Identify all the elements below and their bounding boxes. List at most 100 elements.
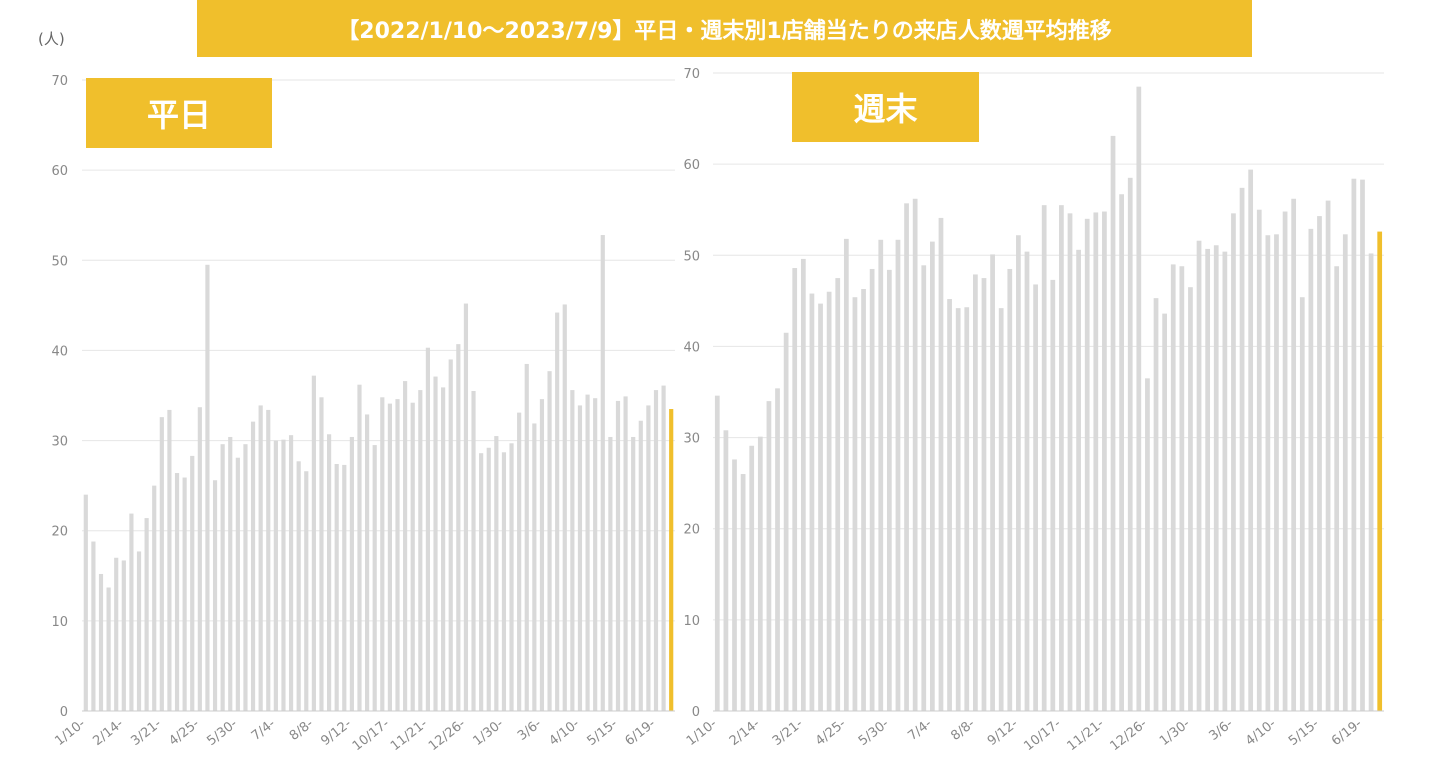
bar [281, 439, 286, 711]
bar [1274, 234, 1279, 711]
bar [1342, 234, 1348, 711]
x-tick-label: 3/21- [128, 716, 164, 749]
bar [1127, 177, 1133, 712]
weekday-chart: 0 10 20 30 40 50 60 70 1/10- 2/14- 3/21- 4/25- 5/30-… [51, 74, 675, 754]
bar [800, 258, 806, 711]
bar [517, 412, 522, 711]
x-tick-label: 5/30- [856, 716, 892, 749]
bar [334, 464, 339, 711]
weekend-chart: 0 10 20 30 40 50 60 70 1/10- 2/14- 3/21- 4/25- 5/30-… [683, 67, 1384, 754]
bar [1145, 378, 1150, 711]
bar [1041, 205, 1047, 711]
x-tick-label: 9/12- [318, 716, 354, 749]
bar [1360, 179, 1365, 711]
x-tick-label: 1/30- [470, 716, 506, 749]
bar [593, 398, 598, 711]
bar [319, 397, 324, 711]
bar [1213, 245, 1219, 711]
x-tick-label: 1/10- [52, 716, 88, 749]
bar-latest [669, 409, 674, 711]
y-axis-unit-label: (人) [38, 30, 65, 48]
bar [1248, 169, 1254, 711]
bar [792, 268, 798, 711]
weekend-panel-label: 週末 [792, 72, 979, 142]
weekday-panel-label: 平日 [86, 78, 272, 148]
y-tick-label: 10 [51, 615, 68, 630]
bar [387, 403, 392, 711]
bar [1084, 218, 1090, 712]
bar [1265, 235, 1271, 711]
bar [757, 436, 763, 711]
bar [403, 381, 408, 711]
x-tick-label: 4/25- [813, 716, 849, 749]
bar [843, 238, 849, 711]
bar [1351, 178, 1357, 711]
bar [1291, 198, 1297, 711]
y-tick-label: 70 [51, 74, 68, 89]
bar [895, 239, 901, 711]
x-tick-label: 1/30- [1157, 716, 1193, 749]
bar [600, 235, 605, 711]
x-tick-label: 5/15- [585, 716, 621, 749]
bar [174, 473, 180, 711]
bar [577, 405, 583, 711]
bar [1282, 211, 1288, 711]
x-tick-label: 6/19- [1329, 716, 1365, 749]
bar [456, 344, 461, 711]
bar [494, 436, 499, 711]
bar [152, 485, 157, 711]
bar [136, 551, 142, 711]
x-tick-label: 10/17- [1021, 716, 1064, 754]
bar [861, 289, 866, 711]
bar [235, 457, 240, 711]
bar [182, 477, 187, 711]
bar [1170, 264, 1176, 711]
x-tick-label: 3/21- [770, 716, 806, 749]
bar [159, 417, 164, 711]
bar [904, 203, 909, 711]
bar [723, 430, 729, 711]
bar [311, 375, 316, 711]
x-tick-label: 8/8- [948, 716, 978, 744]
y-tick-label: 30 [683, 432, 700, 447]
bar [410, 402, 415, 711]
x-tick-label: 4/10- [546, 716, 582, 749]
bar [486, 447, 491, 711]
bar [357, 384, 362, 711]
chart-title-banner: 【2022/1/10～2023/7/9】平日・週末別1店舗当たりの来店人数週平均… [197, 0, 1252, 57]
bar [83, 494, 88, 711]
bar [783, 332, 789, 711]
bar [1317, 216, 1322, 711]
bar [562, 304, 567, 711]
bar [835, 278, 841, 711]
bar [266, 409, 271, 711]
bar [539, 399, 545, 711]
bar [1299, 297, 1305, 711]
x-tick-label: 5/30- [204, 716, 240, 749]
x-tick-label: 4/10- [1243, 716, 1279, 749]
bar [653, 390, 659, 711]
bar [288, 435, 294, 711]
bar [471, 390, 476, 711]
bar [964, 307, 970, 711]
bar [524, 363, 529, 711]
bar [144, 518, 149, 711]
bar [775, 388, 780, 711]
bar [912, 198, 918, 711]
bar-latest [1377, 231, 1383, 712]
bar [1162, 313, 1168, 711]
bar [921, 265, 927, 711]
bar [886, 269, 892, 711]
bar [547, 371, 552, 711]
y-tick-label: 50 [51, 254, 68, 269]
bar [570, 390, 575, 711]
bar [1102, 211, 1107, 711]
bar [296, 461, 301, 711]
y-tick-label: 40 [51, 344, 68, 359]
bar [448, 359, 453, 711]
y-tick-label: 70 [683, 67, 700, 82]
bar [425, 347, 431, 711]
y-tick-label: 20 [51, 525, 68, 540]
bar [555, 312, 560, 711]
